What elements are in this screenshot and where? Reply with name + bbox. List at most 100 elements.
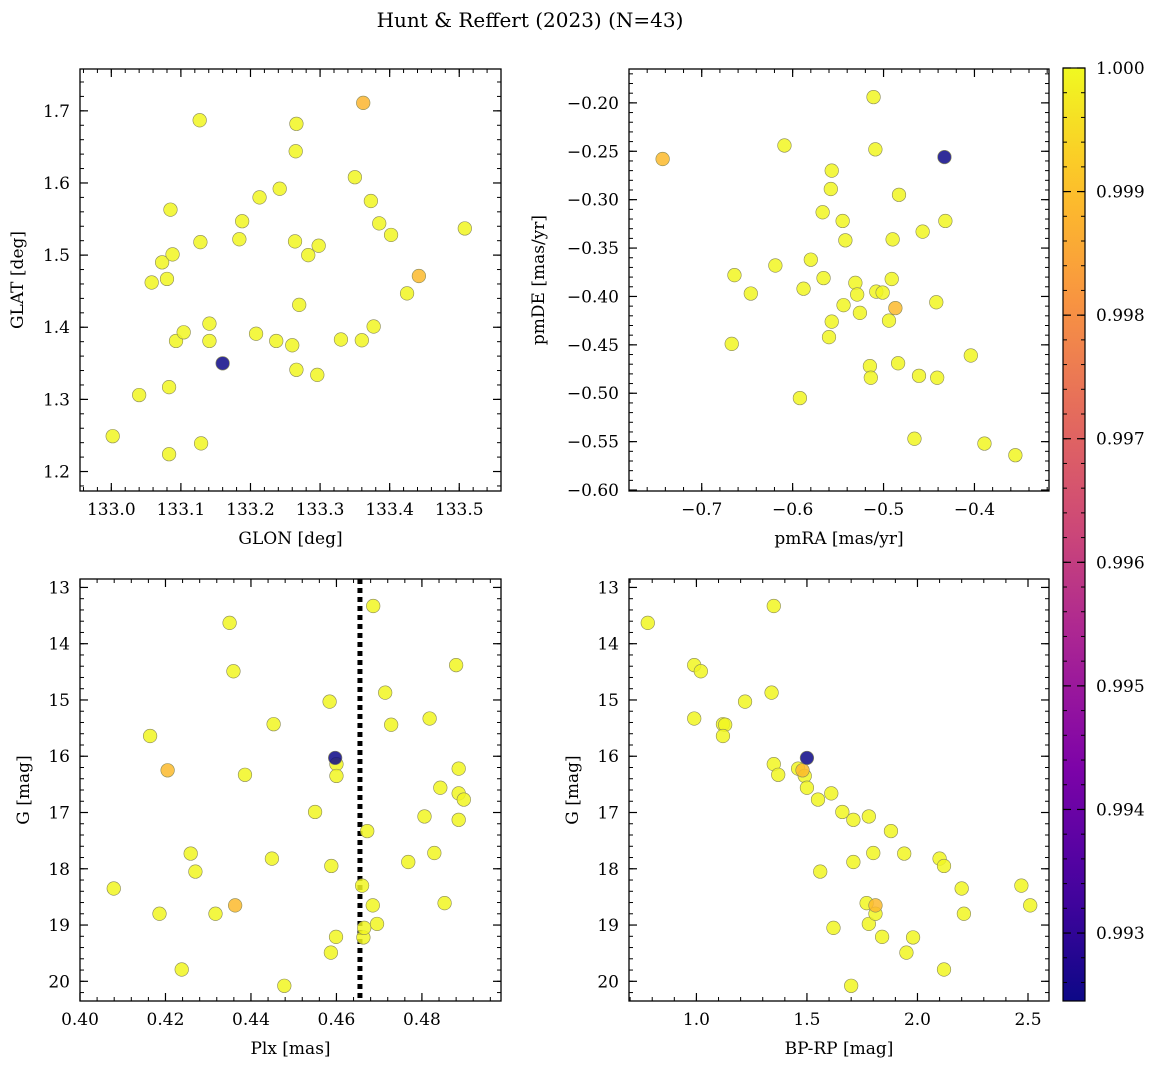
data-point [852, 305, 868, 321]
data-point [883, 823, 899, 839]
data-point [378, 685, 393, 700]
y-tick-label: −0.25 [567, 142, 619, 162]
x-tick-label: 1.0 [683, 1010, 710, 1030]
data-point [193, 436, 209, 451]
data-point [222, 615, 237, 630]
data-point [228, 898, 243, 913]
data-point [743, 286, 758, 301]
x-tick-label: 0.44 [232, 1010, 270, 1030]
panel-plx-g: 0.40 0.42 0.44 0.46 0.48 13 14 15 16 17 18 19 20 Plx … [14, 578, 502, 1059]
data-point [764, 685, 779, 700]
x-axis-label: pmRA [mas/yr] [774, 529, 903, 549]
data-point [310, 367, 325, 382]
data-point [890, 356, 906, 371]
y-axis-label: GLAT [deg] [8, 231, 28, 329]
data-point [329, 768, 344, 784]
y-tick-label: −0.30 [567, 191, 619, 211]
y-tick-label: −0.60 [567, 481, 619, 501]
data-point [866, 89, 881, 105]
data-point [777, 138, 792, 153]
data-point [360, 823, 375, 839]
data-point [930, 370, 945, 385]
y-tick-label: −0.45 [567, 336, 619, 356]
data-point [354, 333, 369, 348]
panel-pmra-pmde: −0.7 −0.6 −0.5 −0.4 −0.60 −0.55 −0.50 −0.45 −0.4… [529, 68, 1050, 549]
y-tick-label: 14 [597, 635, 619, 655]
data-point [838, 233, 853, 248]
data-point [208, 906, 223, 921]
data-point [288, 144, 303, 159]
data-point [451, 812, 466, 827]
x-tick-label: −0.7 [681, 500, 722, 520]
x-tick-label: 0.46 [318, 1010, 356, 1030]
y-tick-label: 18 [597, 860, 619, 880]
colorbar-tick-label: 0.993 [1096, 924, 1145, 944]
data-point [161, 380, 177, 395]
x-tick-label: 133.1 [157, 500, 206, 520]
data-point [237, 767, 253, 782]
data-point [850, 287, 865, 302]
y-tick-label: 17 [48, 804, 70, 824]
data-point [399, 286, 415, 301]
data-point [357, 920, 372, 935]
data-point [861, 916, 876, 932]
y-tick-label: −0.35 [567, 239, 619, 259]
y-tick-label: 1.4 [43, 318, 70, 338]
axes-frame [628, 68, 1050, 492]
data-point [835, 213, 850, 229]
data-point [188, 864, 203, 879]
data-point [821, 330, 837, 345]
data-point [160, 763, 175, 778]
x-tick-label: 133.3 [296, 500, 345, 520]
data-point [907, 431, 922, 446]
data-point [292, 297, 307, 312]
data-point [881, 313, 897, 328]
data-point [803, 252, 818, 267]
data-point [815, 205, 830, 220]
data-point [248, 326, 264, 341]
y-tick-label: −0.50 [567, 384, 619, 404]
axes-frame [79, 68, 502, 492]
data-point [868, 142, 883, 157]
data-point [142, 728, 158, 744]
colorbar-gradient [1062, 67, 1086, 1002]
data-point [816, 270, 831, 286]
data-point [324, 858, 339, 874]
data-point [427, 845, 442, 861]
y-tick-label: 13 [48, 578, 70, 598]
colorbar: 0.993 0.994 0.995 0.996 0.997 0.998 0.999 1.000 [1062, 59, 1145, 1002]
data-point [799, 780, 815, 795]
data-point [824, 163, 839, 178]
data-point [363, 193, 378, 209]
data-point [456, 792, 471, 807]
data-point [795, 763, 810, 778]
data-point [824, 786, 839, 801]
y-tick-label: 20 [597, 972, 619, 992]
y-tick-label: 14 [48, 635, 70, 655]
data-point [954, 881, 969, 896]
data-point [888, 300, 903, 316]
data-point [369, 916, 385, 932]
colorbar-tick-label: 0.997 [1096, 430, 1145, 450]
data-point [323, 945, 338, 960]
y-tick-label: 1.6 [43, 174, 70, 194]
data-point [824, 314, 839, 329]
data-point [891, 187, 907, 202]
y-tick-label: 15 [48, 691, 70, 711]
y-tick-label: −0.55 [567, 433, 619, 453]
data-point [311, 238, 326, 253]
data-point [457, 221, 472, 236]
data-point [846, 812, 861, 827]
data-point [737, 694, 753, 709]
data-point [963, 348, 978, 363]
data-point [826, 920, 841, 935]
data-point [863, 370, 878, 385]
y-tick-label: −0.20 [567, 94, 619, 114]
data-point [433, 780, 448, 795]
data-point [383, 227, 399, 243]
data-point [866, 845, 881, 861]
data-point [307, 804, 323, 820]
data-point [328, 750, 343, 766]
data-point [417, 809, 432, 824]
